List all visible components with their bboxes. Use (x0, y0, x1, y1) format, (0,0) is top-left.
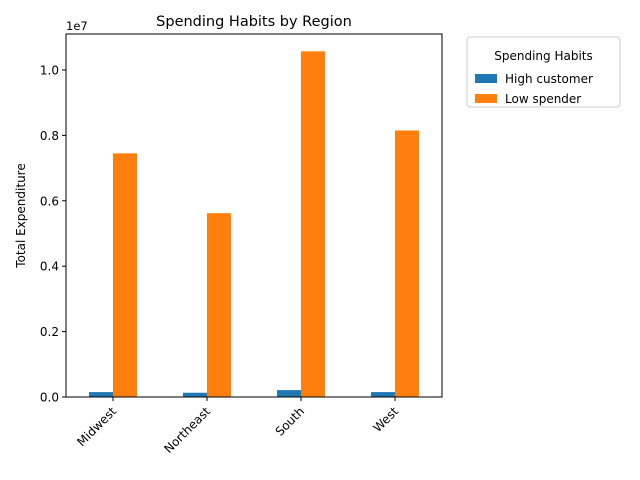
chart-title: Spending Habits by Region (156, 14, 352, 30)
plot-frame (65, 33, 443, 398)
bar-high-customer-south (277, 390, 301, 397)
y-axis: 0.0 0.2 0.4 0.6 0.8 1.0 (40, 63, 66, 405)
y-tick-label: 0.4 (40, 260, 59, 274)
x-tick-label: Midwest (74, 404, 119, 449)
x-tick-label: South (273, 404, 308, 439)
x-tick-label: West (370, 404, 401, 435)
bar-high-customer-west (371, 392, 395, 397)
bar-low-spender-midwest (113, 153, 137, 397)
bar-low-spender-northeast (207, 213, 231, 397)
bar-low-spender-south (301, 51, 325, 398)
legend-label-low-spender: Low spender (505, 92, 581, 106)
legend-label-high-customer: High customer (505, 72, 593, 86)
y-tick-label: 0.8 (40, 129, 59, 143)
x-axis: Midwest Northeast South West (74, 397, 401, 456)
legend-title: Spending Habits (494, 49, 593, 63)
y-tick-label: 0.6 (40, 194, 59, 208)
y-axis-label: Total Expenditure (14, 163, 28, 268)
legend-swatch-low-spender (475, 94, 497, 103)
bar-high-customer-northeast (183, 392, 207, 397)
bar-low-spender-west (395, 130, 419, 398)
legend-frame (466, 36, 621, 108)
y-tick-label: 1.0 (40, 63, 59, 77)
y-axis-offset-label: 1e7 (66, 19, 88, 33)
x-tick-label: Northeast (161, 404, 213, 456)
y-tick-label: 0.2 (40, 325, 59, 339)
legend: Spending Habits High customer Low spender (466, 36, 621, 108)
y-tick-label: 0.0 (40, 391, 59, 405)
bar-high-customer-midwest (89, 392, 113, 397)
legend-swatch-high-customer (475, 74, 497, 83)
bars-group (89, 51, 419, 398)
